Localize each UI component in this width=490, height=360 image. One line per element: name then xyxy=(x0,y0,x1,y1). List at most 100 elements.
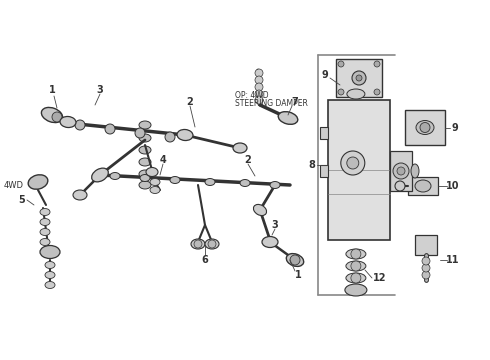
Text: 8: 8 xyxy=(309,160,316,170)
Ellipse shape xyxy=(28,175,48,189)
Text: 7: 7 xyxy=(292,97,298,107)
Ellipse shape xyxy=(150,179,160,185)
Text: 6: 6 xyxy=(201,255,208,265)
Ellipse shape xyxy=(40,238,50,246)
Text: 4: 4 xyxy=(160,155,167,165)
Text: 12: 12 xyxy=(373,273,387,283)
Circle shape xyxy=(338,89,344,95)
Ellipse shape xyxy=(139,121,151,129)
Bar xyxy=(390,151,412,191)
Ellipse shape xyxy=(347,89,365,99)
Circle shape xyxy=(194,240,202,248)
Circle shape xyxy=(374,61,380,67)
Circle shape xyxy=(374,89,380,95)
Text: 5: 5 xyxy=(19,195,25,205)
Ellipse shape xyxy=(73,190,87,200)
Ellipse shape xyxy=(262,237,278,248)
Ellipse shape xyxy=(346,273,366,283)
Circle shape xyxy=(422,257,430,265)
Circle shape xyxy=(135,128,145,138)
Circle shape xyxy=(393,163,409,179)
Circle shape xyxy=(105,124,115,134)
Ellipse shape xyxy=(40,219,50,225)
Text: 9: 9 xyxy=(321,70,328,80)
Ellipse shape xyxy=(40,208,50,216)
Ellipse shape xyxy=(170,176,180,184)
Bar xyxy=(320,127,328,139)
Ellipse shape xyxy=(60,117,76,127)
Text: 1: 1 xyxy=(294,270,301,280)
Ellipse shape xyxy=(41,107,63,122)
Bar xyxy=(405,110,445,145)
Text: 1: 1 xyxy=(49,85,55,95)
Circle shape xyxy=(352,71,366,85)
Ellipse shape xyxy=(45,282,55,288)
Ellipse shape xyxy=(40,246,60,258)
Ellipse shape xyxy=(110,172,120,180)
Ellipse shape xyxy=(146,167,158,176)
Ellipse shape xyxy=(240,180,250,186)
Circle shape xyxy=(420,122,430,132)
Circle shape xyxy=(52,112,62,122)
Circle shape xyxy=(255,96,263,104)
Ellipse shape xyxy=(346,261,366,271)
Ellipse shape xyxy=(45,261,55,269)
Circle shape xyxy=(75,120,85,130)
Circle shape xyxy=(351,261,361,271)
Ellipse shape xyxy=(286,253,304,266)
Bar xyxy=(328,100,390,240)
Circle shape xyxy=(165,132,175,142)
Circle shape xyxy=(255,83,263,91)
Ellipse shape xyxy=(191,239,205,249)
Ellipse shape xyxy=(45,271,55,279)
Circle shape xyxy=(347,157,359,169)
Ellipse shape xyxy=(150,186,160,194)
Bar xyxy=(320,165,328,177)
Ellipse shape xyxy=(92,168,108,182)
Text: 3: 3 xyxy=(97,85,103,95)
Text: 2: 2 xyxy=(187,97,194,107)
Ellipse shape xyxy=(345,284,367,296)
Circle shape xyxy=(341,151,365,175)
Ellipse shape xyxy=(253,204,267,216)
Ellipse shape xyxy=(139,134,151,142)
Circle shape xyxy=(351,273,361,283)
Circle shape xyxy=(338,61,344,67)
Circle shape xyxy=(356,75,362,81)
Circle shape xyxy=(208,240,216,248)
Ellipse shape xyxy=(233,143,247,153)
Bar xyxy=(415,235,437,255)
Ellipse shape xyxy=(139,181,151,189)
Text: 9: 9 xyxy=(452,123,458,133)
Circle shape xyxy=(255,76,263,84)
Text: 2: 2 xyxy=(245,155,251,165)
Ellipse shape xyxy=(416,121,434,135)
Circle shape xyxy=(397,167,405,175)
Ellipse shape xyxy=(139,170,151,178)
Ellipse shape xyxy=(139,158,151,166)
Text: 10: 10 xyxy=(446,181,460,191)
Text: 4WD: 4WD xyxy=(4,180,24,189)
Circle shape xyxy=(290,255,300,265)
Ellipse shape xyxy=(278,112,298,124)
Text: STEERING DAMPER: STEERING DAMPER xyxy=(235,99,308,108)
Ellipse shape xyxy=(346,249,366,259)
Circle shape xyxy=(422,264,430,272)
Ellipse shape xyxy=(177,130,193,140)
Ellipse shape xyxy=(205,239,219,249)
Ellipse shape xyxy=(411,164,419,178)
Ellipse shape xyxy=(270,181,280,189)
Bar xyxy=(336,59,382,97)
Ellipse shape xyxy=(140,175,150,181)
Text: OP: 4WD: OP: 4WD xyxy=(235,90,269,99)
Circle shape xyxy=(255,69,263,77)
Ellipse shape xyxy=(415,180,431,192)
Bar xyxy=(408,177,438,195)
Circle shape xyxy=(351,249,361,259)
Ellipse shape xyxy=(205,179,215,185)
Ellipse shape xyxy=(139,146,151,154)
Circle shape xyxy=(422,271,430,279)
Circle shape xyxy=(255,90,263,98)
Circle shape xyxy=(395,181,405,191)
Text: 11: 11 xyxy=(446,255,460,265)
